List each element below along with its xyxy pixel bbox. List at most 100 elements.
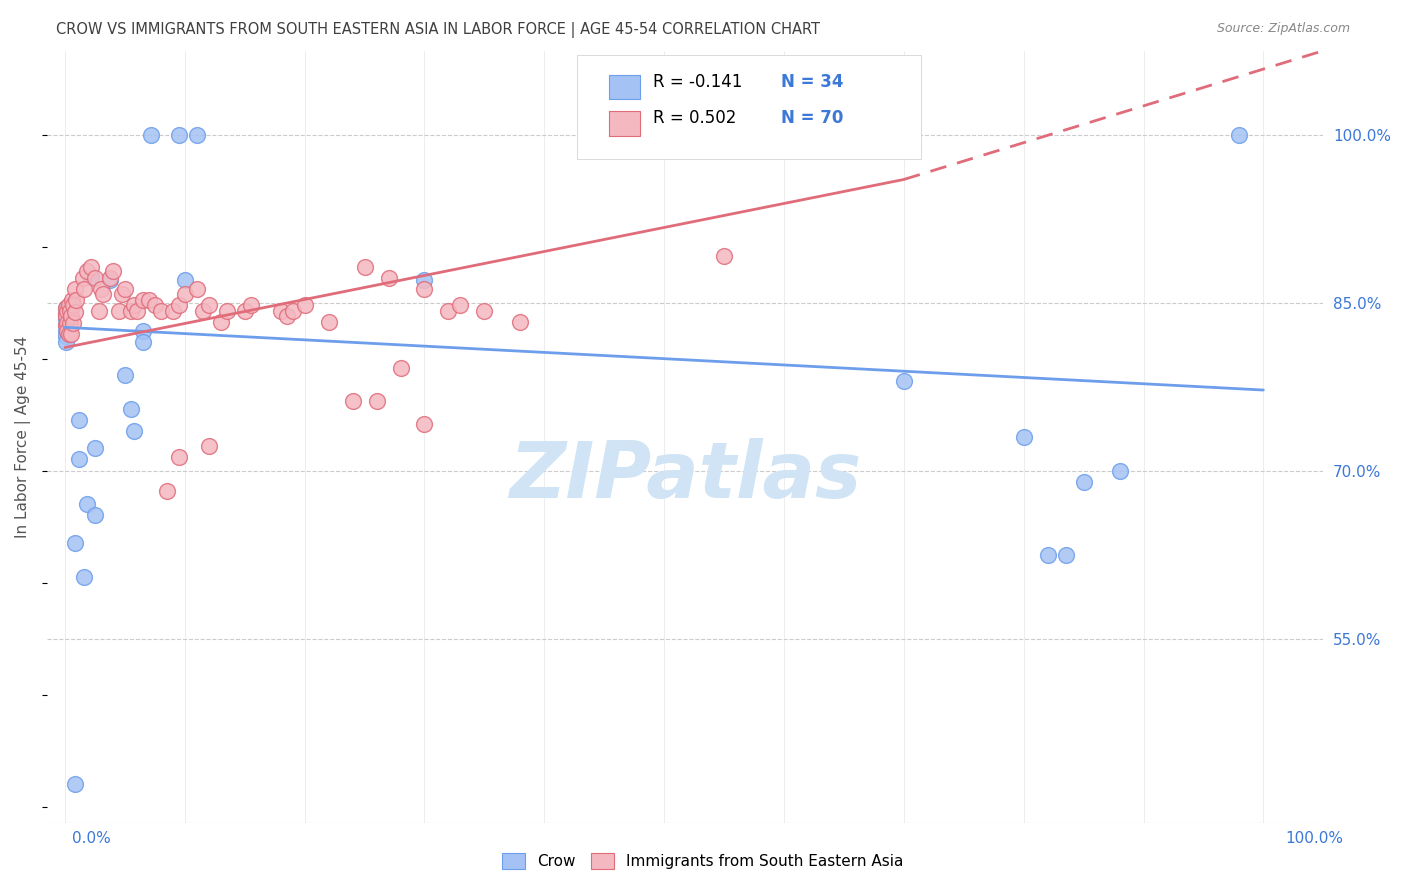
Point [413, 273, 436, 287]
Point [67, 452, 90, 467]
Text: 100.0%: 100.0% [1285, 831, 1344, 847]
Point [120, 402, 142, 417]
FancyBboxPatch shape [609, 75, 641, 99]
Point [132, 324, 155, 338]
Point [55, 318, 77, 332]
Point [141, 128, 163, 142]
Point [56, 316, 79, 330]
Point [59, 316, 82, 330]
Point [65, 293, 87, 308]
Point [162, 303, 184, 318]
Point [437, 303, 460, 318]
Point [90, 282, 112, 296]
Point [377, 271, 399, 285]
Point [55, 324, 77, 338]
Point [197, 439, 219, 453]
Point [55, 318, 77, 332]
Point [209, 315, 232, 329]
Point [132, 334, 155, 349]
Point [191, 303, 214, 318]
Point [270, 303, 292, 318]
Point [60, 293, 83, 308]
Point [72, 271, 94, 285]
Point [318, 315, 340, 329]
Point [59, 303, 82, 318]
Point [91, 286, 114, 301]
Point [56, 303, 79, 318]
Point [55, 301, 77, 316]
Point [173, 286, 195, 301]
Point [474, 303, 496, 318]
Point [276, 309, 298, 323]
Point [143, 298, 166, 312]
Point [120, 303, 142, 318]
Point [84, 508, 107, 523]
Point [125, 303, 148, 318]
Text: 0.0%: 0.0% [72, 831, 111, 847]
Point [1073, 475, 1095, 489]
Point [138, 293, 160, 308]
Point [149, 303, 172, 318]
Text: N = 70: N = 70 [780, 109, 844, 127]
Point [87, 303, 110, 318]
FancyBboxPatch shape [609, 111, 641, 136]
Point [124, 425, 146, 439]
Point [55, 309, 77, 323]
Point [108, 303, 131, 318]
Point [100, 271, 122, 285]
Point [509, 315, 531, 329]
Point [55, 307, 77, 321]
Point [239, 298, 262, 312]
Point [55, 301, 77, 316]
Text: Source: ZipAtlas.com: Source: ZipAtlas.com [1216, 22, 1350, 36]
Point [101, 264, 124, 278]
Point [62, 298, 84, 312]
Text: CROW VS IMMIGRANTS FROM SOUTH EASTERN ASIA IN LABOR FORCE | AGE 45-54 CORRELATIO: CROW VS IMMIGRANTS FROM SOUTH EASTERN AS… [56, 22, 820, 38]
Point [114, 282, 136, 296]
Text: R = -0.141: R = -0.141 [654, 72, 742, 91]
Point [55, 312, 77, 326]
Point [100, 273, 122, 287]
Point [197, 298, 219, 312]
Point [56, 324, 79, 338]
Legend: Crow, Immigrants from South Eastern Asia: Crow, Immigrants from South Eastern Asia [496, 847, 910, 875]
Point [1108, 464, 1130, 478]
Point [893, 128, 915, 142]
Point [1036, 548, 1059, 562]
Point [389, 360, 412, 375]
Point [215, 303, 238, 318]
Point [186, 282, 208, 296]
Point [73, 282, 96, 296]
Point [63, 536, 86, 550]
Point [832, 128, 855, 142]
Point [76, 497, 98, 511]
Point [294, 298, 316, 312]
Point [76, 264, 98, 278]
Point [63, 304, 86, 318]
Point [713, 249, 735, 263]
Point [59, 309, 82, 323]
Text: N = 34: N = 34 [780, 72, 844, 91]
Point [84, 442, 107, 456]
Point [124, 298, 146, 312]
Point [55, 329, 77, 343]
Point [58, 298, 80, 312]
Point [167, 128, 190, 142]
Point [114, 368, 136, 383]
Point [281, 303, 304, 318]
Point [156, 483, 179, 498]
Point [73, 570, 96, 584]
Text: ZIPatlas: ZIPatlas [509, 438, 862, 514]
Point [55, 334, 77, 349]
Y-axis label: In Labor Force | Age 45-54: In Labor Force | Age 45-54 [15, 336, 31, 538]
Point [167, 450, 190, 465]
Point [893, 374, 915, 388]
Point [413, 417, 436, 431]
Point [342, 394, 364, 409]
Point [413, 282, 436, 296]
Point [84, 271, 107, 285]
Point [449, 298, 471, 312]
Point [173, 273, 195, 287]
Point [1054, 548, 1077, 562]
Point [132, 293, 155, 308]
